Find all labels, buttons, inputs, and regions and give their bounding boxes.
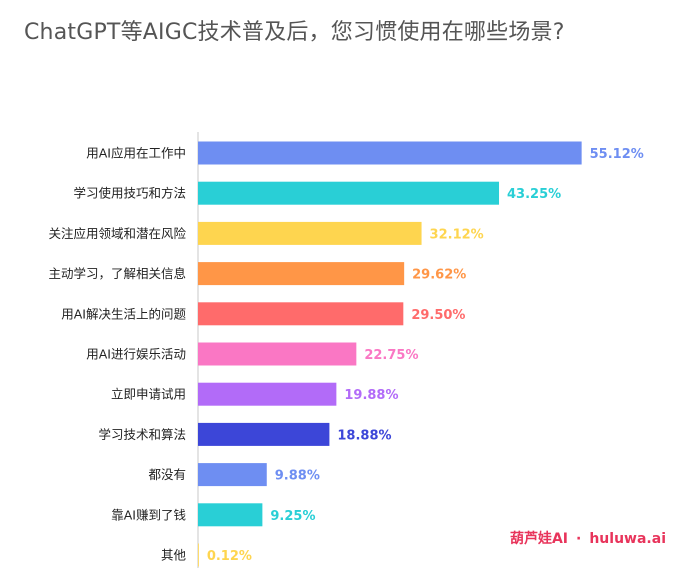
bar [198,422,330,446]
category-label: 用AI进行娱乐活动 [86,347,186,362]
chart-title: ChatGPT等AIGC技术普及后，您习惯使用在哪些场景? [24,20,565,45]
bar [198,262,405,286]
category-label: 关注应用领域和潜在风险 [48,226,186,241]
value-label: 9.25% [270,509,315,524]
category-label: 立即申请试用 [111,387,186,402]
category-label: 学习使用技巧和方法 [73,186,186,201]
value-label: 9.88% [275,469,320,484]
category-label: 其他 [161,548,187,563]
watermark-brand: 葫芦娃AI [509,531,569,547]
bar [198,463,267,487]
category-label: 靠AI赚到了钱 [111,507,186,522]
value-label: 0.12% [207,549,252,564]
bar [198,543,199,567]
value-label: 43.25% [507,187,561,202]
value-label: 18.88% [337,428,391,443]
watermark-site: huluwa.ai [589,531,666,547]
bar [198,342,357,366]
value-label: 32.12% [430,227,484,242]
bar [198,302,404,326]
category-label: 学习技术和算法 [98,427,186,442]
bar [198,221,422,245]
value-label: 29.62% [412,268,466,283]
category-label: 都没有 [148,467,186,482]
category-label: 主动学习，了解相关信息 [48,266,186,281]
bar [198,181,500,205]
bar [198,141,582,165]
value-label: 19.88% [344,388,398,403]
value-label: 29.50% [411,308,465,323]
category-label: 用AI应用在工作中 [86,146,186,161]
bar [198,503,263,527]
bar [198,382,337,406]
value-label: 55.12% [590,147,644,162]
bars-group: 用AI应用在工作中 55.12% 学习使用技巧和方法 43.25% 关注应用领域和潜在风… [48,141,644,567]
watermark-separator: · [576,531,582,547]
watermark: 葫芦娃AI · huluwa.ai [506,528,670,548]
value-label: 22.75% [364,348,418,363]
category-label: 用AI解决生活上的问题 [61,306,186,321]
